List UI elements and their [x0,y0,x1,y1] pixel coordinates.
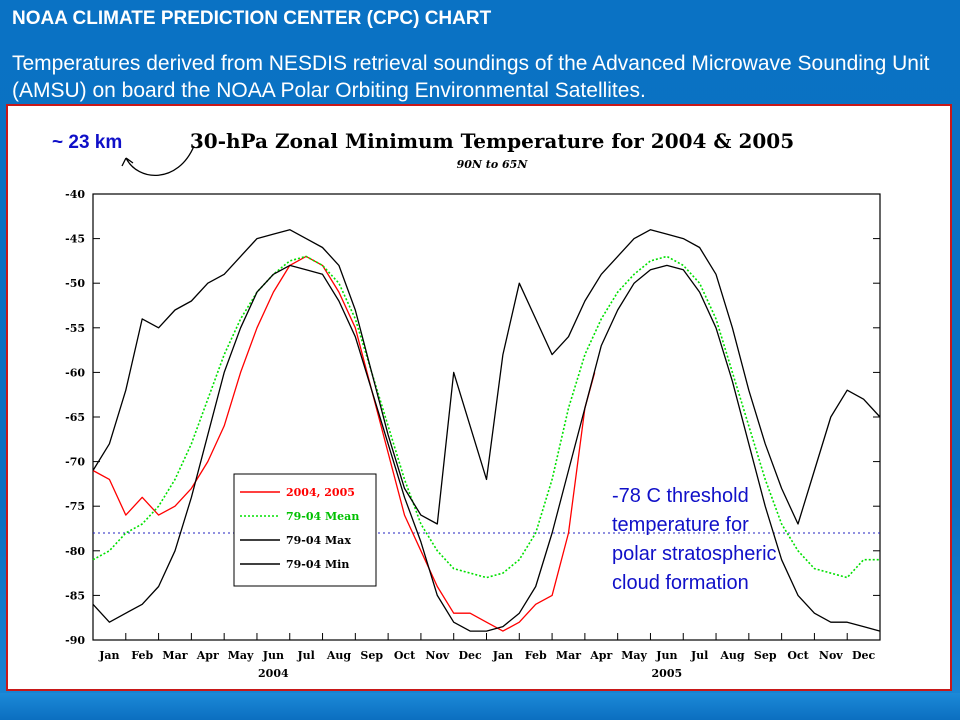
series-group [92,229,881,632]
legend-label-max: 79-04 Max [286,534,351,547]
x-tick-label: Jan [492,649,513,662]
y-tick-label: -60 [65,366,85,379]
footer-band [0,693,960,720]
x-tick-label: Apr [196,649,219,662]
legend-label-2004-2005: 2004, 2005 [286,486,355,499]
threshold-annotation: -78 C threshold temperature for polar st… [612,485,777,594]
slide-subtitle: Temperatures derived from NESDIS retriev… [12,52,930,102]
year-label: 2005 [652,667,683,680]
x-tick-label: Dec [458,649,482,662]
y-tick-label: -90 [65,634,85,647]
legend: 2004, 2005 79-04 Mean 79-04 Max 79-04 Mi… [233,473,377,587]
x-tick-label: Jan [98,649,119,662]
chart-subtitle: 90N to 65N [457,158,529,171]
legend-label-mean: 79-04 Mean [286,510,359,523]
altitude-arrow [125,145,195,177]
y-tick-label: -70 [65,456,85,469]
x-tick-label: Apr [589,649,612,662]
series-max [92,229,881,525]
x-tick-label: Jun [655,649,677,662]
threshold-annotation-line-4: cloud formation [612,572,749,594]
x-tick-label: Oct [787,649,809,662]
threshold-annotation-line-2: temperature for [612,514,749,536]
y-tick-label: -80 [65,545,85,558]
x-tick-label: Sep [360,649,383,662]
y-tick-label: -55 [65,322,85,335]
x-tick-label: Aug [719,649,745,662]
x-tick-label: Feb [131,649,153,662]
plot-area [92,193,881,641]
altitude-annotation: ~ 23 km [52,132,122,153]
x-axis: Jan Feb Mar Apr May Jun Jul Aug Sep Oct Nov Dec Jan F… [92,633,881,680]
threshold-annotation-line-3: polar stratospheric [612,543,777,565]
x-tick-label: Dec [852,649,876,662]
x-tick-label: Feb [525,649,547,662]
x-tick-label: May [621,649,647,662]
y-tick-label: -75 [65,500,85,513]
x-tick-label: Jun [262,649,284,662]
y-tick-label: -65 [65,411,85,424]
x-tick-label: Nov [819,649,843,662]
x-tick-label: Aug [326,649,352,662]
x-tick-label: May [228,649,254,662]
y-tick-label: -45 [65,233,85,246]
altitude-arrowhead [121,157,134,167]
chart-title: 30-hPa Zonal Minimum Temperature for 200… [190,129,794,153]
y-axis: -40 -45 -50 -55 -60 -65 -70 -75 -80 -85 -90 [65,188,880,647]
x-tick-label: Mar [556,649,581,662]
x-tick-label: Mar [162,649,187,662]
legend-label-min: 79-04 Min [286,558,349,571]
x-tick-label: Jul [296,649,314,662]
chart-frame: ~ 23 km 30-hPa Zonal Minimum Temperature… [6,104,952,691]
y-tick-label: -85 [65,589,85,602]
series-mean [92,255,880,579]
series-2004-2005 [92,255,596,632]
series-min [92,264,881,632]
x-tick-label: Sep [754,649,777,662]
y-tick-label: -50 [65,277,85,290]
temperature-chart: ~ 23 km 30-hPa Zonal Minimum Temperature… [52,129,881,680]
threshold-annotation-line-1: -78 C threshold [612,485,749,507]
x-tick-label: Oct [394,649,416,662]
year-label: 2004 [258,667,289,680]
slide-title: NOAA CLIMATE PREDICTION CENTER (CPC) CHA… [12,8,492,29]
y-tick-label: -40 [65,188,85,201]
x-tick-label: Jul [690,649,708,662]
x-tick-label: Nov [425,649,449,662]
